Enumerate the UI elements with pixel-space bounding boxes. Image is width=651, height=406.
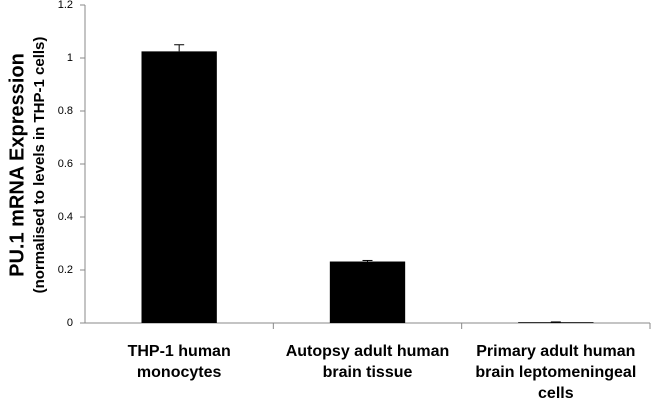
x-tick-label: THP-1 human monocytes: [127, 343, 231, 381]
y-tick-label: 1.2: [58, 0, 73, 11]
bar: [518, 322, 594, 323]
x-tick-label: Primary adult human brain leptomeningeal…: [475, 343, 637, 402]
y-tick-label: 0.6: [58, 158, 73, 170]
bar: [141, 51, 217, 323]
y-axis-title: PU.1 mRNA Expression: [6, 53, 28, 277]
x-tick-label: Autopsy adult human brain tissue: [285, 343, 450, 381]
y-tick-label: 0: [67, 317, 73, 329]
y-tick-label: 0.8: [58, 105, 73, 117]
y-tick-label: 1: [67, 52, 73, 64]
y-tick-label: 0.2: [58, 264, 73, 276]
y-tick-label: 0.4: [58, 211, 73, 223]
y-axis-subtitle: (normalised to levels in THP-1 cells): [31, 37, 48, 294]
bar: [329, 261, 406, 323]
